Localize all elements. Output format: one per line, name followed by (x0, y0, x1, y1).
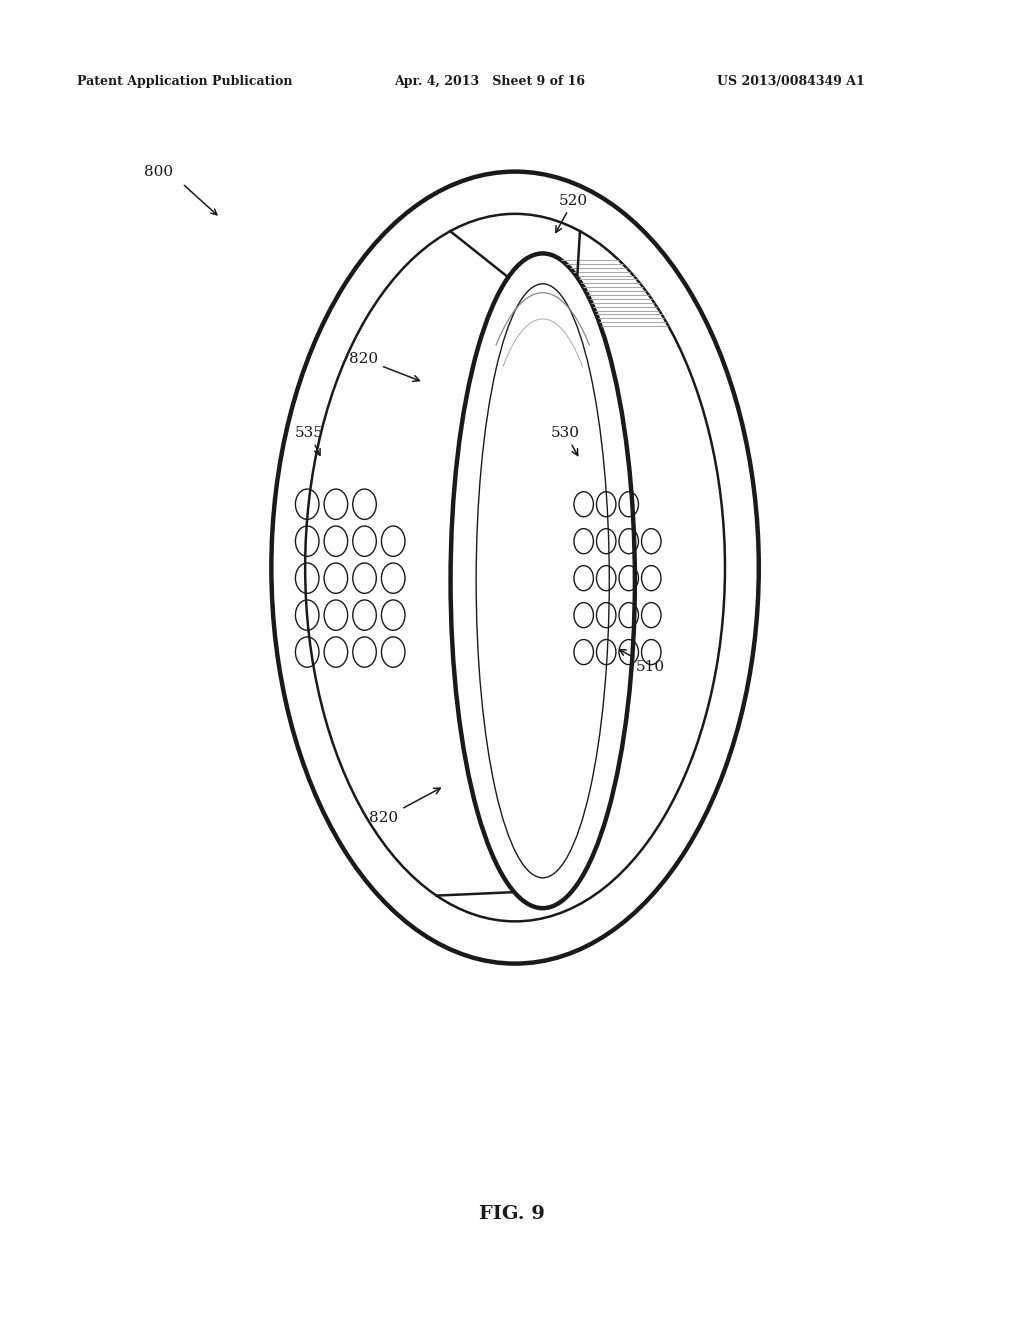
Text: FIG. 9: FIG. 9 (479, 1205, 545, 1224)
Ellipse shape (451, 253, 635, 908)
Text: 800: 800 (144, 165, 173, 178)
Text: 820: 820 (349, 352, 420, 381)
Ellipse shape (305, 214, 725, 921)
Ellipse shape (476, 284, 609, 878)
Text: 510: 510 (620, 649, 665, 673)
Text: 535: 535 (295, 426, 324, 455)
Text: 820: 820 (370, 788, 440, 825)
Text: 520: 520 (556, 194, 588, 232)
Text: Patent Application Publication: Patent Application Publication (77, 75, 292, 88)
Text: Apr. 4, 2013   Sheet 9 of 16: Apr. 4, 2013 Sheet 9 of 16 (394, 75, 586, 88)
Ellipse shape (271, 172, 759, 964)
Text: US 2013/0084349 A1: US 2013/0084349 A1 (717, 75, 864, 88)
Text: 530: 530 (551, 426, 580, 455)
